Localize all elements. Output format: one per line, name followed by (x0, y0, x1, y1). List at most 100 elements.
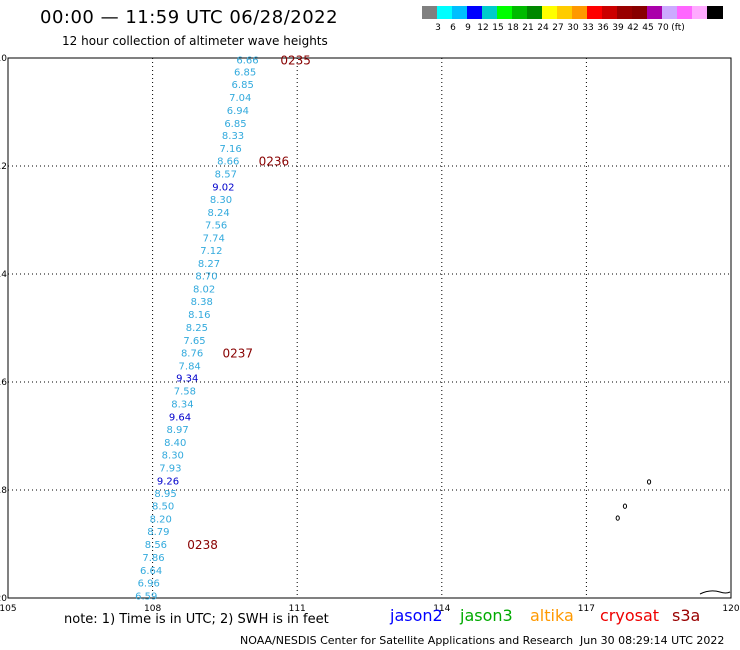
wave-height-label: 8.57 (215, 170, 237, 181)
legend-swatch (707, 6, 723, 19)
wave-height-label: 7.58 (174, 387, 196, 398)
wave-height-label: 8.16 (188, 310, 210, 321)
pass-time-label: 0236 (259, 155, 290, 169)
legend-label: 15 (492, 23, 504, 33)
lat-tick-label: -16 (0, 378, 7, 388)
satellite-s3a: s3a (672, 606, 701, 625)
legend-swatch (602, 6, 618, 19)
legend-swatch (437, 6, 453, 19)
wave-height-label: 8.50 (152, 502, 174, 513)
legend-label: 12 (477, 23, 489, 33)
legend-label: 3 (435, 23, 441, 33)
wave-height-label: 8.24 (207, 208, 229, 219)
wave-height-label: 9.26 (157, 476, 179, 487)
wave-height-label: 9.64 (169, 413, 191, 424)
legend-swatch (632, 6, 648, 19)
wave-height-label: 8.25 (186, 323, 208, 334)
wave-height-label: 6.96 (138, 578, 160, 589)
wave-height-label: 8.30 (210, 195, 232, 206)
pass-time-label: 0235 (280, 54, 311, 68)
footer-note: note: 1) Time is in UTC; 2) SWH is in fe… (64, 612, 329, 627)
satellite-jason2: jason2 (390, 606, 443, 625)
chart-title: 00:00 — 11:59 UTC 06/28/2022 (40, 7, 339, 28)
pass-time-label: 0237 (222, 346, 253, 360)
wave-height-label: 9.02 (212, 183, 234, 194)
legend-label: 30 (567, 23, 579, 33)
legend-swatch (422, 6, 438, 19)
wave-height-label: 8.97 (166, 425, 188, 436)
lon-tick-label: 105 (0, 604, 17, 614)
legend-swatch (587, 6, 603, 19)
legend-label: 39 (612, 23, 624, 33)
wave-height-label: 7.56 (205, 220, 227, 231)
lon-tick-label: 117 (578, 604, 595, 614)
wave-height-label: 8.33 (222, 131, 244, 142)
wave-height-label: 8.30 (162, 450, 184, 461)
lat-tick-label: -14 (0, 270, 7, 280)
legend-label: 21 (522, 23, 534, 33)
legend-swatch (617, 6, 633, 19)
island-shape (622, 503, 628, 509)
legend-swatch (662, 6, 678, 19)
wave-height-label: 6.85 (234, 68, 256, 79)
legend-label: 42 (627, 23, 639, 33)
satellite-jason3: jason3 (460, 606, 513, 625)
wave-height-label: 6.66 (236, 56, 258, 67)
wave-height-label: 8.66 (217, 157, 239, 168)
legend-swatch (692, 6, 708, 19)
lon-tick-label: 111 (289, 604, 306, 614)
legend-swatch (572, 6, 588, 19)
wave-height-label: 7.84 (179, 361, 201, 372)
legend-swatch (542, 6, 558, 19)
wave-height-label: 8.34 (171, 400, 193, 411)
legend-unit: (ft) (671, 23, 685, 33)
lat-tick-label: -18 (0, 486, 7, 496)
lon-tick-label: 120 (722, 604, 739, 614)
wave-height-label: 8.56 (145, 540, 167, 551)
legend-swatch (482, 6, 498, 19)
wave-height-label: 8.40 (164, 438, 186, 449)
legend-label: 9 (465, 23, 471, 33)
legend-label: 70 (657, 23, 669, 33)
legend-label: 27 (552, 23, 564, 33)
lon-tick-label: 114 (433, 604, 450, 614)
legend-swatch (557, 6, 573, 19)
legend-label: 24 (537, 23, 549, 33)
legend-swatch (497, 6, 513, 19)
island-shape (646, 479, 652, 485)
satellite-altika: altika (530, 606, 574, 625)
legend-label: 45 (642, 23, 654, 33)
legend-label: 36 (597, 23, 609, 33)
satellite-cryosat: cryosat (600, 606, 660, 625)
wave-height-label: 7.93 (159, 463, 181, 474)
wave-height-label: 7.04 (229, 93, 251, 104)
legend-label: 18 (507, 23, 519, 33)
lat-tick-label: -20 (0, 594, 7, 604)
wave-height-label: 8.76 (181, 348, 203, 359)
legend-swatch (527, 6, 543, 19)
wave-height-label: 8.20 (150, 515, 172, 526)
wave-height-label: 7.12 (200, 246, 222, 257)
legend-swatch (512, 6, 528, 19)
generated-timestamp: Jun 30 08:29:14 UTC 2022 (580, 634, 725, 647)
pass-time-label: 0238 (187, 538, 218, 552)
lat-tick-label: -12 (0, 162, 7, 172)
wave-height-label: 7.74 (203, 233, 225, 244)
legend-swatch (467, 6, 483, 19)
lon-tick-label: 108 (144, 604, 161, 614)
wave-height-label: 8.38 (191, 297, 213, 308)
wave-height-label: 6.64 (140, 566, 162, 577)
wave-height-label: 7.16 (220, 144, 242, 155)
legend-label: 33 (582, 23, 594, 33)
wave-height-label: 8.79 (147, 527, 169, 538)
wave-height-label: 8.95 (154, 489, 176, 500)
map-frame (7, 57, 732, 599)
lat-tick-label: -10 (0, 54, 7, 64)
wave-height-label: 8.70 (195, 272, 217, 283)
wave-height-label: 9.34 (176, 374, 198, 385)
wave-height-label: 6.85 (224, 119, 246, 130)
legend-swatch (647, 6, 663, 19)
credit-text: NOAA/NESDIS Center for Satellite Applica… (240, 634, 574, 647)
legend-label: 6 (450, 23, 456, 33)
legend-swatch (677, 6, 693, 19)
